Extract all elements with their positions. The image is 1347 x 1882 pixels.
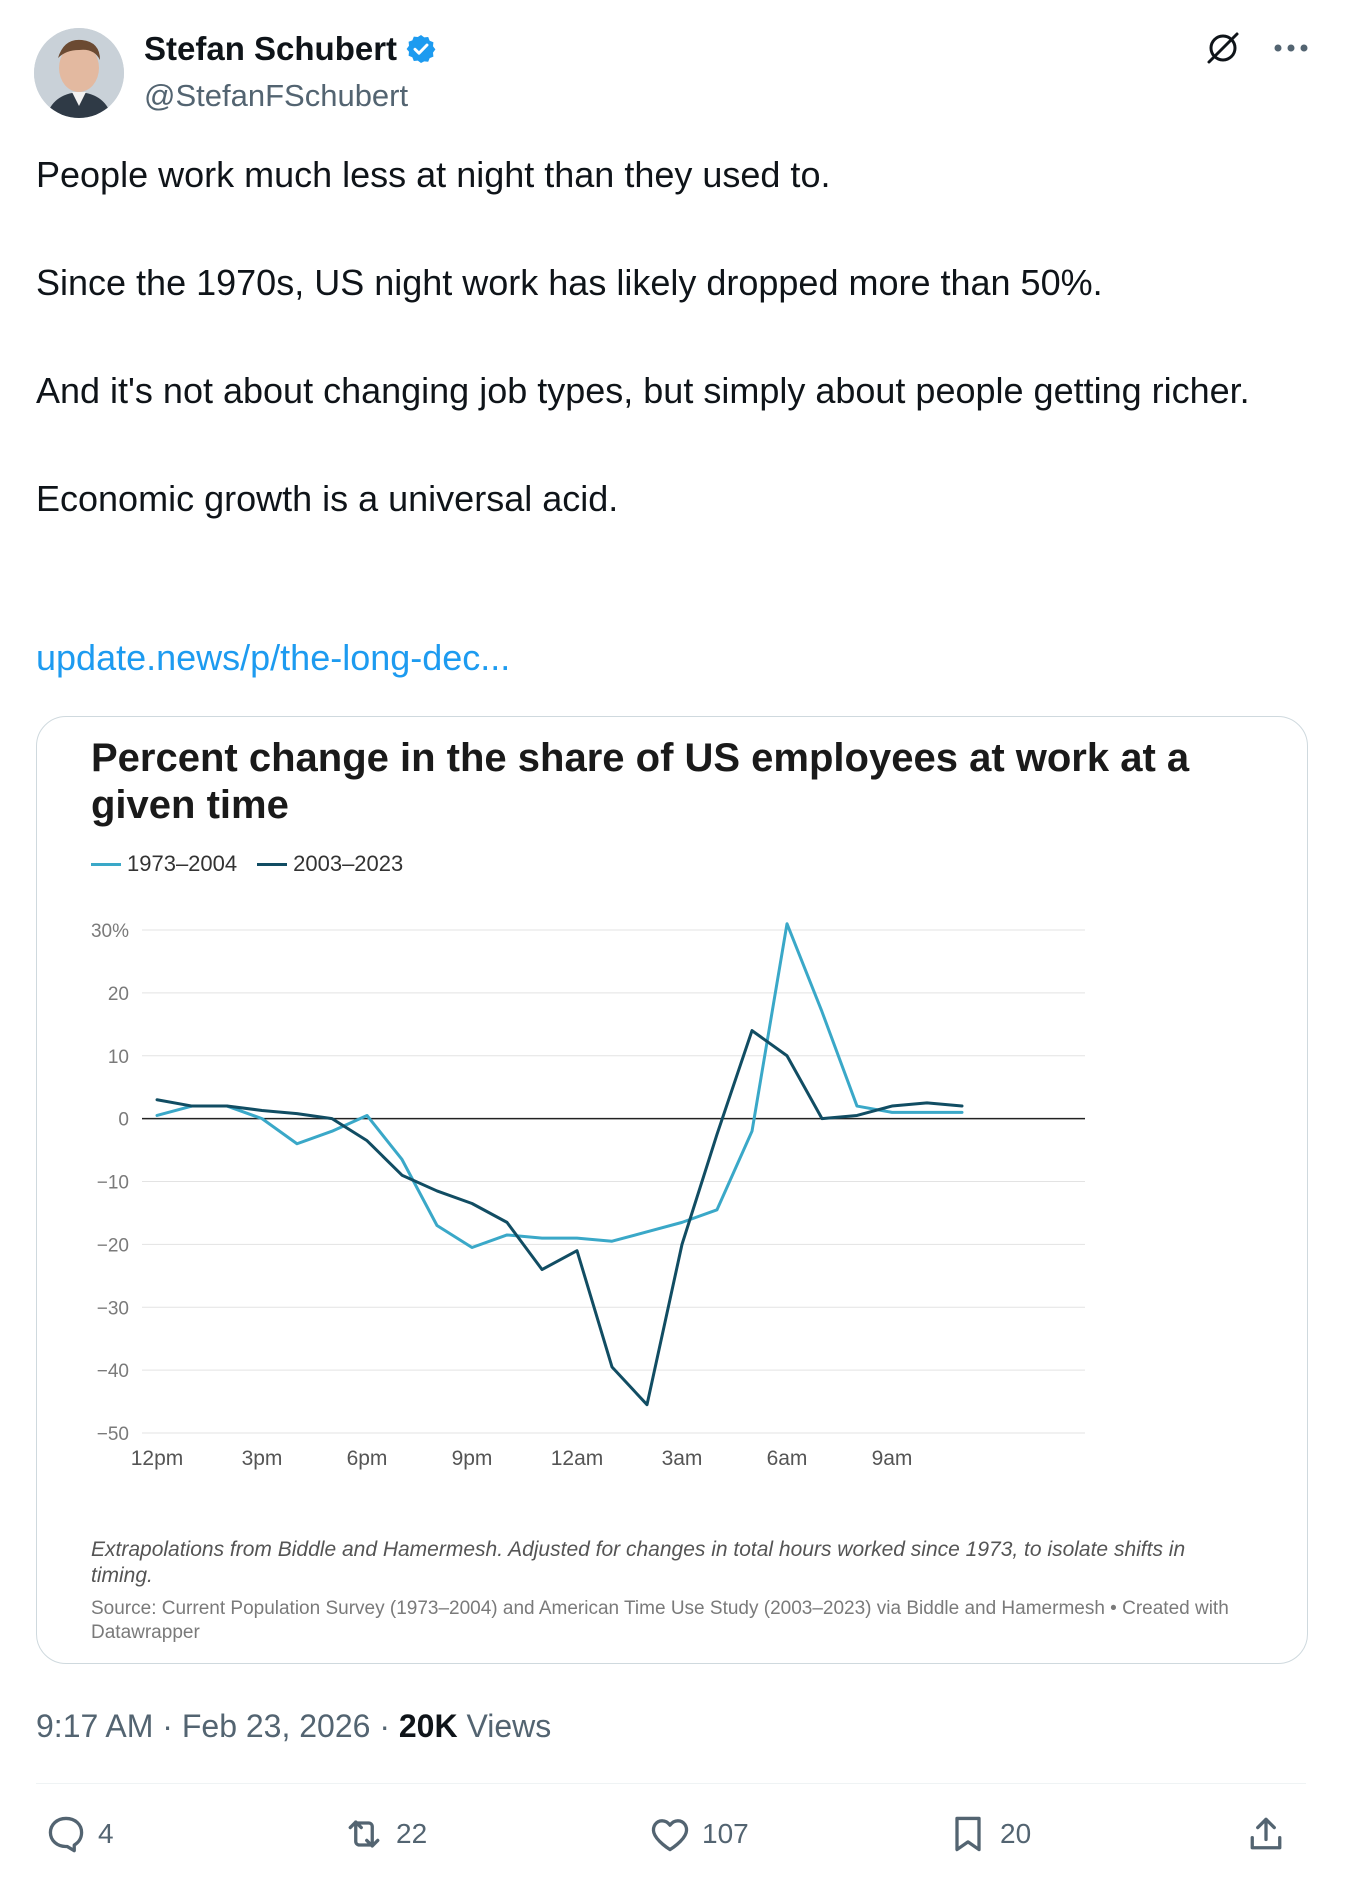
legend-label: 1973–2004 [127,851,238,876]
meta-separator: · [379,1708,390,1744]
y-tick-label: −50 [97,1424,129,1445]
tweet-date[interactable]: Feb 23, 2026 [181,1708,371,1744]
article-link[interactable]: update.news/p/the-long-dec... [36,637,511,678]
legend-swatch [91,862,121,866]
like-button[interactable]: 107 [648,1812,749,1856]
chart-note: Extrapolations from Biddle and Hamermesh… [91,1538,1186,1587]
x-tick-label: 9am [872,1447,913,1470]
meta-separator: · [162,1708,173,1744]
tweet-header-actions [1203,28,1309,68]
avatar[interactable] [34,28,124,118]
more-icon[interactable] [1273,42,1309,54]
share-icon [1250,1817,1282,1850]
bookmark-count: 20 [1000,1818,1032,1849]
tweet-meta: 9:17 AM · Feb 23, 2026 · 20K Views [36,1708,551,1745]
tweet-paragraph: Since the 1970s, US night work has likel… [36,262,1103,303]
repost-button[interactable]: 22 [342,1812,427,1856]
author-handle[interactable]: @StefanFSchubert [144,78,409,113]
series-line-1 [155,922,964,1250]
y-tick-label: 10 [108,1047,129,1068]
x-tick-label: 6pm [347,1447,388,1470]
author-name-row[interactable]: Stefan Schubert [144,30,437,68]
series-line-2 [155,1029,964,1407]
y-tick-label: 0 [118,1110,129,1131]
chart-legend: 1973–2004 2003–2023 [91,851,403,877]
tweet-time[interactable]: 9:17 AM [36,1708,154,1744]
bookmark-icon [955,1816,981,1852]
chart-title: Percent change in the share of US employ… [91,736,1190,827]
views-label: Views [466,1708,552,1744]
views-count: 20K [398,1708,458,1744]
x-tick-label: 9pm [452,1447,493,1470]
grok-icon[interactable] [1203,28,1243,68]
legend-item: 2003–2023 [257,851,403,877]
share-button[interactable] [1244,1812,1288,1856]
legend-item: 1973–2004 [91,851,237,877]
y-tick-label: 30% [91,921,129,942]
x-tick-label: 3pm [242,1447,283,1470]
tweet-paragraph: Economic growth is a universal acid. [36,478,619,519]
reply-count: 4 [98,1818,114,1849]
chart-source: Source: Current Population Survey (1973–… [91,1598,1229,1643]
y-tick-label: 20 [108,984,129,1005]
chart-image-card[interactable]: Percent change in the share of US employ… [36,716,1308,1664]
bookmark-button[interactable]: 20 [946,1812,1031,1856]
author-name[interactable]: Stefan Schubert [144,30,398,67]
x-tick-label: 12am [551,1447,604,1470]
divider [36,1783,1306,1784]
avatar-image [34,28,124,118]
y-tick-label: −20 [97,1235,129,1256]
repost-count: 22 [396,1818,428,1849]
y-tick-label: −30 [97,1298,129,1319]
legend-swatch [257,862,288,866]
y-tick-label: −40 [97,1361,129,1382]
tweet-paragraph: And it's not about changing job types, b… [36,370,1250,411]
x-tick-label: 12pm [131,1447,184,1470]
repost-icon [348,1820,380,1848]
legend-label: 2003–2023 [293,851,404,876]
x-tick-label: 6am [767,1447,808,1470]
tweet-paragraph: People work much less at night than they… [36,154,831,195]
tweet-text: People work much less at night than they… [36,148,1306,580]
action-bar: 4 22 107 20 [36,1812,1306,1868]
x-tick-label: 3am [662,1447,703,1470]
heart-icon [651,1819,689,1852]
verified-badge-icon [406,35,436,63]
reply-button[interactable]: 4 [44,1812,114,1856]
reply-icon [48,1816,84,1853]
like-count: 107 [702,1818,749,1849]
y-tick-label: −10 [97,1173,129,1194]
